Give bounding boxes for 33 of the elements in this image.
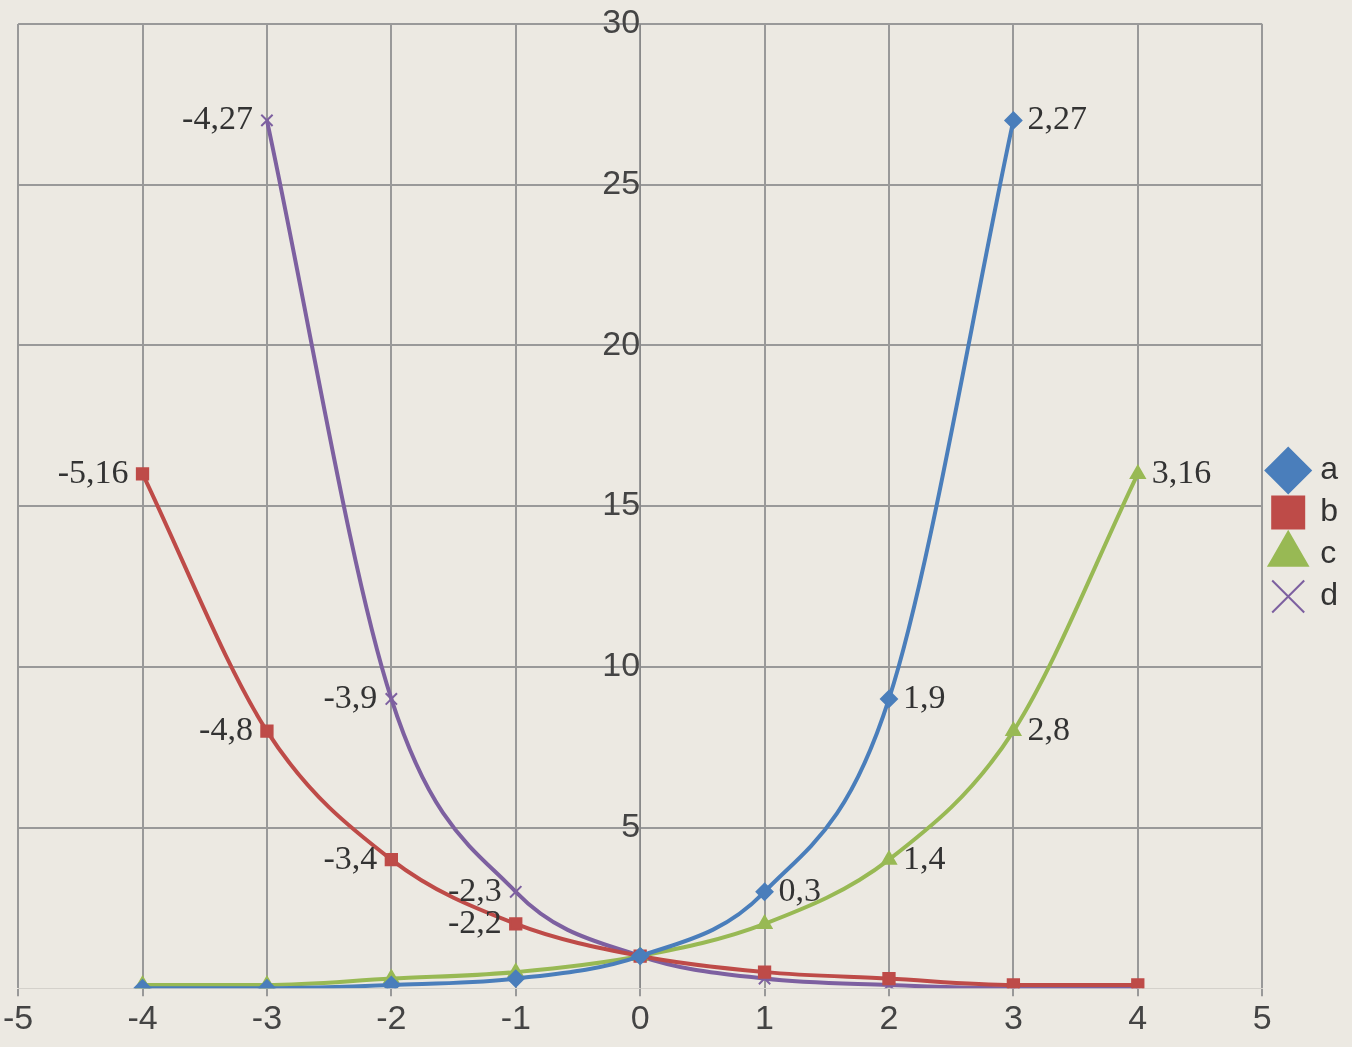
y-tick-label: 10 bbox=[602, 645, 641, 684]
y-tick-label: 15 bbox=[602, 484, 641, 523]
y-tick-label: 30 bbox=[602, 2, 641, 41]
x-tick-label: 1 bbox=[755, 997, 775, 1036]
x-tick-label: 5 bbox=[1252, 997, 1272, 1036]
x-tick-label: 4 bbox=[1128, 997, 1148, 1036]
annotation: 2,27 bbox=[1027, 99, 1087, 137]
annotation: -4,8 bbox=[199, 710, 253, 747]
legend-label: b bbox=[1320, 492, 1338, 529]
annotation: -2,3 bbox=[447, 870, 502, 908]
annotation: 2,8 bbox=[1027, 710, 1070, 747]
y-tick-label: 20 bbox=[602, 323, 641, 362]
legend-label: a bbox=[1320, 450, 1339, 487]
x-tick-label: -5 bbox=[3, 997, 34, 1036]
annotation: -5,16 bbox=[57, 452, 129, 490]
legend-label: d bbox=[1320, 576, 1338, 613]
annotation: -3,9 bbox=[323, 677, 378, 715]
legend-label: c bbox=[1320, 534, 1337, 571]
y-tick-label: 5 bbox=[621, 805, 641, 844]
x-tick-label: -4 bbox=[127, 997, 158, 1036]
annotation: 3,16 bbox=[1151, 452, 1212, 490]
annotation: 1,4 bbox=[902, 838, 946, 876]
x-tick-label: 3 bbox=[1003, 997, 1023, 1036]
y-tick-label: 25 bbox=[602, 163, 641, 202]
x-tick-label: -3 bbox=[251, 997, 283, 1036]
annotation: -4,27 bbox=[182, 99, 253, 137]
x-tick-label: -2 bbox=[376, 997, 407, 1036]
annotation: 1,9 bbox=[902, 677, 946, 715]
annotation: 0,3 bbox=[778, 870, 822, 908]
x-tick-label: -1 bbox=[500, 997, 531, 1036]
x-tick-label: 0 bbox=[630, 997, 650, 1036]
x-tick-label: 2 bbox=[879, 997, 899, 1036]
annotation: -3,4 bbox=[323, 838, 378, 876]
